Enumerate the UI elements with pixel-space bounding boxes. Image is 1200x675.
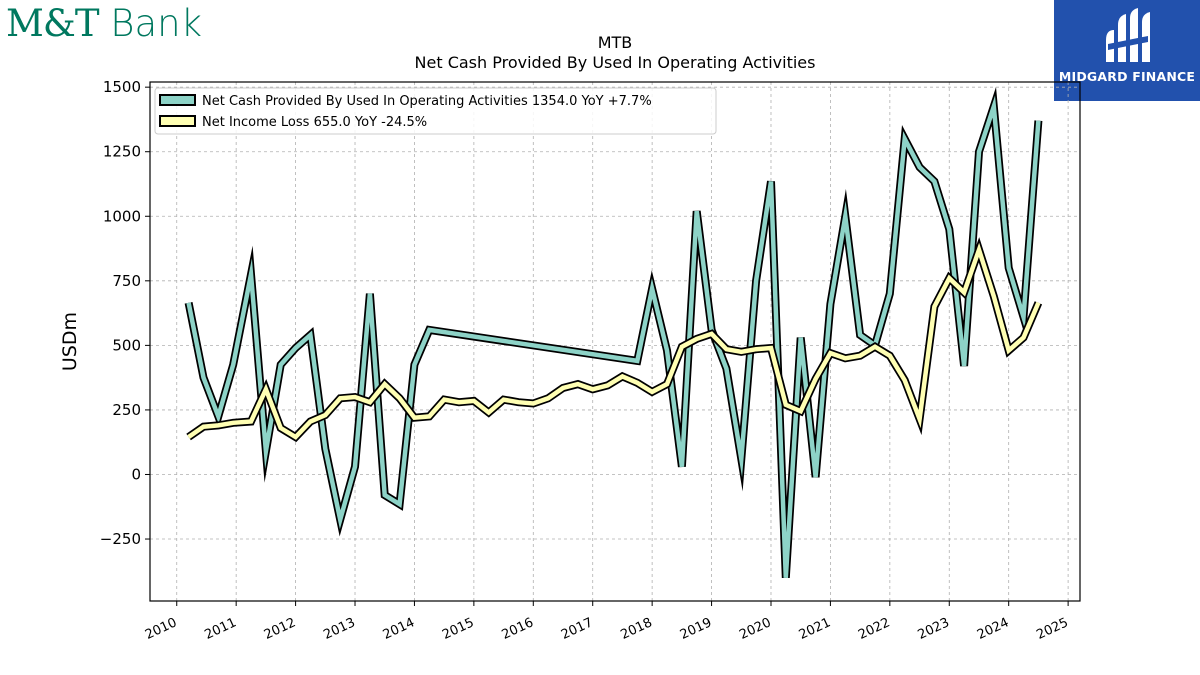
- x-tick-label: 2025: [1034, 615, 1070, 643]
- x-tick-label: 2016: [500, 615, 536, 643]
- series-1: [184, 86, 1043, 579]
- x-tick-label: 2018: [618, 615, 654, 643]
- legend-item: Net Cash Provided By Used In Operating A…: [159, 94, 652, 109]
- x-tick-label: 2023: [916, 615, 952, 643]
- series-line: [187, 242, 1041, 440]
- chart-subtitle: Net Cash Provided By Used In Operating A…: [415, 53, 816, 72]
- x-tick-label: 2022: [856, 615, 892, 643]
- mt-bank-logo: M&T Bank: [6, 2, 203, 45]
- y-tick-label: 1500: [103, 78, 141, 96]
- plot-area: [184, 86, 1043, 579]
- y-tick-label: 250: [112, 401, 141, 419]
- plot-frame: [149, 81, 1081, 602]
- y-axis-label: USDm: [59, 312, 81, 371]
- x-tick-label: 2010: [143, 615, 179, 643]
- midgard-finance-watermark: MIDGARD FINANCE: [1054, 0, 1200, 101]
- legend-swatch: [159, 94, 196, 106]
- legend: Net Cash Provided By Used In Operating A…: [154, 87, 717, 135]
- x-tick-label: 2014: [381, 615, 417, 643]
- midgard-logo-icon: [1106, 8, 1150, 62]
- series-line: [186, 95, 1041, 578]
- legend-item: Net Income Loss 655.0 YoY -24.5%: [159, 115, 427, 130]
- series-2: [186, 237, 1043, 443]
- chart-title: MTB: [598, 33, 633, 52]
- y-tick-label: 1000: [103, 207, 141, 225]
- x-tick-label: 2024: [975, 615, 1011, 643]
- x-tick-label: 2021: [797, 615, 833, 643]
- x-tick-label: 2012: [262, 615, 298, 643]
- x-tick-label: 2011: [202, 615, 238, 643]
- legend-box: [154, 87, 717, 135]
- legend-swatch: [159, 115, 196, 127]
- x-tick-label: 2013: [321, 615, 357, 643]
- y-tick-label: 500: [112, 336, 141, 354]
- y-tick-label: 750: [112, 272, 141, 290]
- x-tick-label: 2017: [559, 615, 595, 643]
- grid: [150, 82, 1080, 601]
- y-tick-label: −250: [100, 530, 141, 548]
- x-tick-label: 2020: [737, 615, 773, 643]
- series-line-outline: [184, 86, 1043, 579]
- y-tick-label: 0: [131, 465, 141, 483]
- x-tick-label: 2015: [440, 615, 476, 643]
- legend-label: Net Income Loss 655.0 YoY -24.5%: [202, 115, 427, 130]
- midgard-finance-label: MIDGARD FINANCE: [1058, 69, 1196, 84]
- y-tick-label: 1250: [103, 143, 141, 161]
- x-tick-label: 2019: [678, 615, 714, 643]
- legend-label: Net Cash Provided By Used In Operating A…: [202, 94, 652, 109]
